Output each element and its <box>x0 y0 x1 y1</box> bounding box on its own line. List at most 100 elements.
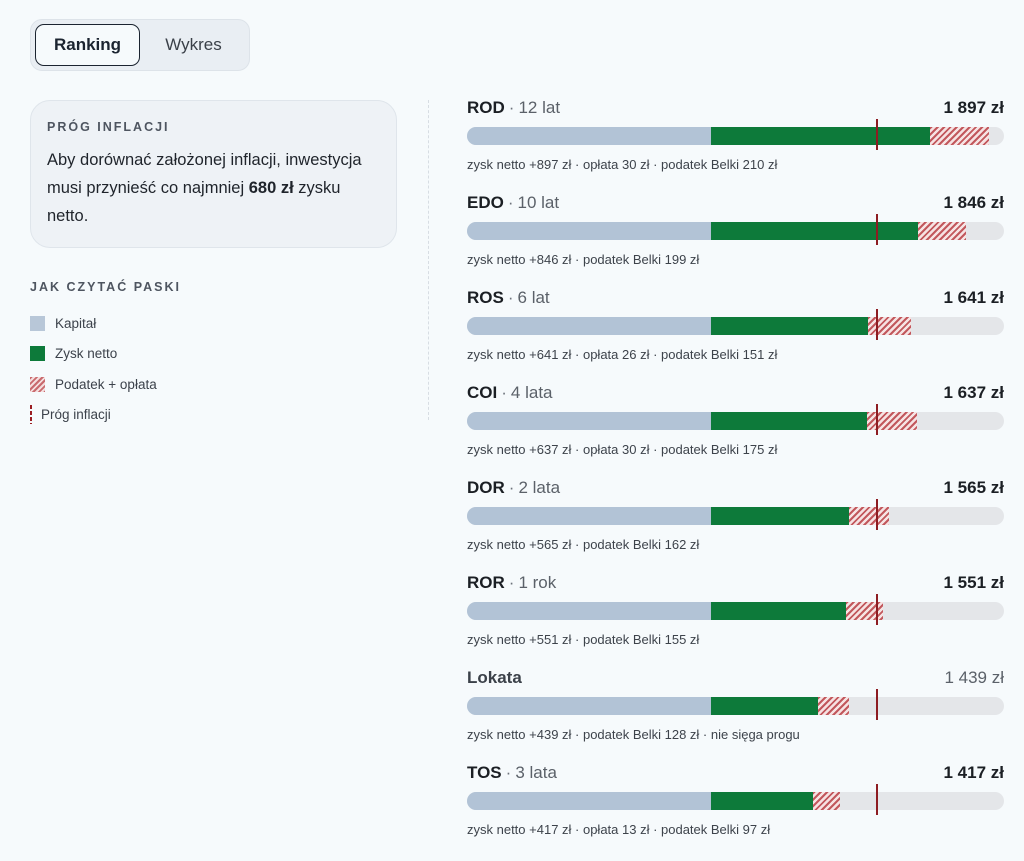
tax-fee-segment <box>867 317 911 335</box>
row-header: TOS · 3 lata 1 417 zł <box>467 763 1004 785</box>
profit-swatch <box>30 346 45 362</box>
tab-ranking[interactable]: Ranking <box>35 24 140 66</box>
final-amount: 1 641 zł <box>943 288 1005 307</box>
row-details: zysk netto +846 zł · podatek Belki 199 z… <box>467 252 700 267</box>
stacked-bar <box>467 412 1004 430</box>
instrument-name: COI <box>467 383 498 402</box>
legend-label: Podatek + opłata <box>55 376 157 392</box>
instrument-period: 10 lat <box>517 193 560 212</box>
stacked-bar <box>467 222 1004 240</box>
view-tabs: Ranking Wykres <box>30 19 250 71</box>
legend-label: Próg inflacji <box>41 407 111 423</box>
capital-segment <box>467 792 712 810</box>
ranking-row[interactable]: ROR · 1 rok 1 551 zł zysk netto +551 zł · po… <box>467 573 1004 668</box>
final-amount: 1 846 zł <box>943 193 1005 212</box>
row-details: zysk netto +565 zł · podatek Belki 162 z… <box>467 537 700 552</box>
profit-segment <box>711 412 867 430</box>
instrument-name: ROS <box>467 288 504 307</box>
instrument-name: EDO <box>467 193 504 212</box>
tax-fee-segment <box>866 412 917 430</box>
inflation-threshold-marker <box>876 689 879 720</box>
final-amount: 1 417 zł <box>943 763 1005 782</box>
ranking-row[interactable]: COI · 4 lata 1 637 zł zysk netto +637 zł · o… <box>467 383 1004 478</box>
instrument-name: TOS <box>467 763 502 782</box>
row-details: zysk netto +637 zł · opłata 30 zł · poda… <box>467 442 778 457</box>
ranking-row[interactable]: Lokata 1 439 zł zysk netto +439 zł · podat… <box>467 668 1004 763</box>
inflation-threshold-marker <box>876 784 879 815</box>
ranking-row[interactable]: EDO · 10 lat 1 846 zł zysk netto +846 zł · p… <box>467 193 1004 288</box>
stacked-bar <box>467 317 1004 335</box>
separator-dot: · <box>501 383 507 402</box>
inflation-threshold-marker <box>876 404 879 435</box>
inflation-threshold-marker <box>876 214 879 245</box>
legend-item-tax: Podatek + opłata <box>30 369 157 400</box>
profit-segment <box>711 222 918 240</box>
capital-segment <box>467 602 712 620</box>
tax-fee-segment <box>849 507 889 525</box>
inflation-card-text-before: Aby dorównać założonej inflacji, inwesty… <box>47 151 362 197</box>
profit-segment <box>711 697 819 715</box>
separator-dot: · <box>508 98 515 117</box>
capital-segment <box>467 317 712 335</box>
stacked-bar <box>467 697 1004 715</box>
capital-swatch <box>30 315 45 331</box>
instrument-period: 2 lata <box>518 478 561 497</box>
tax-hatch-swatch <box>30 376 45 392</box>
instrument-period: 12 lat <box>518 98 561 117</box>
inflation-card-title: PRÓG INFLACJI <box>47 120 170 134</box>
separator-dot: · <box>508 573 515 592</box>
legend-title: JAK CZYTAĆ PASKI <box>30 280 181 294</box>
profit-segment <box>711 127 931 145</box>
final-amount: 1 565 zł <box>943 478 1005 497</box>
legend-item-profit: Zysk netto <box>30 339 157 370</box>
row-header: COI · 4 lata 1 637 zł <box>467 383 1004 405</box>
final-amount: 1 439 zł <box>944 668 1004 687</box>
profit-segment <box>711 317 868 335</box>
inflation-threshold-marker <box>876 309 879 340</box>
profit-segment <box>711 507 849 525</box>
tab-wykres[interactable]: Wykres <box>165 35 222 54</box>
capital-segment <box>467 127 712 145</box>
instrument-period: 4 lata <box>510 383 553 402</box>
ranking-row[interactable]: TOS · 3 lata 1 417 zł zysk netto +417 zł · o… <box>467 763 1004 858</box>
profit-segment <box>711 792 813 810</box>
instrument-name: ROR <box>467 573 505 592</box>
ranking-row[interactable]: ROS · 6 lat 1 641 zł zysk netto +641 zł · op… <box>467 288 1004 383</box>
instrument-period: 1 rok <box>518 573 557 592</box>
final-amount: 1 551 zł <box>943 573 1005 592</box>
inflation-card-text-after: zysku netto. <box>47 179 341 225</box>
capital-segment <box>467 412 712 430</box>
row-details: zysk netto +641 zł · opłata 26 zł · poda… <box>467 347 778 362</box>
row-header: Lokata 1 439 zł <box>467 668 1004 690</box>
legend-item-capital: Kapitał <box>30 308 157 339</box>
ranking-row[interactable]: ROD · 12 lat 1 897 zł zysk netto +897 zł · o… <box>467 98 1004 193</box>
legend-label: Zysk netto <box>55 346 118 362</box>
separator-dot: · <box>508 478 515 497</box>
legend: Kapitał Zysk netto Podatek + opłata Próg… <box>30 308 157 430</box>
tax-fee-segment <box>845 602 884 620</box>
final-amount: 1 637 zł <box>943 383 1005 402</box>
stacked-bar <box>467 127 1004 145</box>
legend-item-threshold: Próg inflacji <box>30 400 157 431</box>
inflation-card: PRÓG INFLACJI Aby dorównać założonej inf… <box>30 100 397 248</box>
capital-segment <box>467 507 712 525</box>
row-details: zysk netto +551 zł · podatek Belki 155 z… <box>467 632 700 647</box>
inflation-amount: 680 zł <box>248 179 294 197</box>
ranking-list: ROD · 12 lat 1 897 zł zysk netto +897 zł · o… <box>467 98 1004 858</box>
row-header: ROS · 6 lat 1 641 zł <box>467 288 1004 310</box>
tax-fee-segment <box>917 222 967 240</box>
profit-segment <box>711 602 846 620</box>
tax-fee-segment <box>812 792 840 810</box>
ranking-row[interactable]: DOR · 2 lata 1 565 zł zysk netto +565 zł · p… <box>467 478 1004 573</box>
row-header: ROR · 1 rok 1 551 zł <box>467 573 1004 595</box>
inflation-threshold-marker <box>876 119 879 150</box>
row-header: EDO · 10 lat 1 846 zł <box>467 193 1004 215</box>
legend-label: Kapitał <box>55 315 97 331</box>
row-details: zysk netto +439 zł · podatek Belki 128 z… <box>467 727 800 742</box>
column-divider <box>428 100 429 420</box>
instrument-period: 3 lata <box>515 763 557 782</box>
inflation-card-text: Aby dorównać założonej inflacji, inwesty… <box>47 146 380 230</box>
final-amount: 1 897 zł <box>943 98 1005 117</box>
threshold-line-swatch <box>30 405 32 425</box>
capital-segment <box>467 222 712 240</box>
